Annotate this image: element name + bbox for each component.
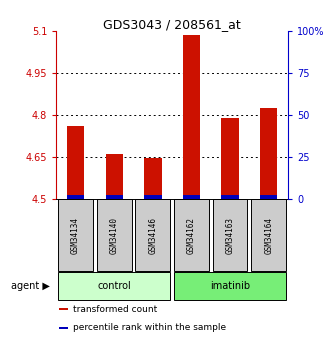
Bar <box>59 308 68 310</box>
Bar <box>106 196 123 199</box>
Bar <box>221 118 239 199</box>
Text: GSM34140: GSM34140 <box>110 217 119 254</box>
Bar <box>144 195 162 199</box>
Text: GSM34146: GSM34146 <box>148 217 157 254</box>
Bar <box>144 158 162 199</box>
FancyBboxPatch shape <box>58 273 170 300</box>
Text: GSM34164: GSM34164 <box>264 217 273 254</box>
Text: GSM34134: GSM34134 <box>71 217 80 254</box>
FancyBboxPatch shape <box>174 273 286 300</box>
Bar <box>106 154 123 199</box>
Text: agent ▶: agent ▶ <box>11 281 50 291</box>
FancyBboxPatch shape <box>213 199 247 271</box>
Bar <box>260 195 277 199</box>
Bar <box>59 327 68 329</box>
Text: transformed count: transformed count <box>73 305 157 314</box>
Bar <box>183 35 200 199</box>
FancyBboxPatch shape <box>251 199 286 271</box>
Bar <box>67 126 84 199</box>
FancyBboxPatch shape <box>58 199 93 271</box>
Text: imatinib: imatinib <box>210 281 250 291</box>
Text: percentile rank within the sample: percentile rank within the sample <box>73 323 226 332</box>
Bar <box>67 195 84 199</box>
FancyBboxPatch shape <box>97 199 131 271</box>
Bar <box>260 108 277 199</box>
Text: GSM34162: GSM34162 <box>187 217 196 254</box>
Title: GDS3043 / 208561_at: GDS3043 / 208561_at <box>103 18 241 31</box>
FancyBboxPatch shape <box>174 199 209 271</box>
Bar <box>183 195 200 199</box>
Bar <box>221 195 239 199</box>
FancyBboxPatch shape <box>135 199 170 271</box>
Text: GSM34163: GSM34163 <box>225 217 235 254</box>
Text: control: control <box>97 281 131 291</box>
